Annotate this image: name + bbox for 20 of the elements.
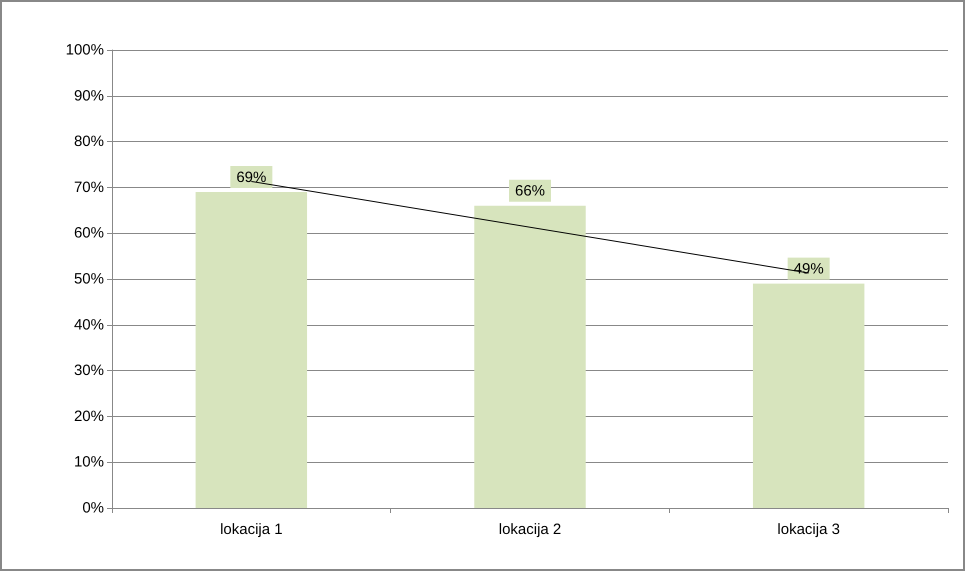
data-label: 66% [514, 182, 546, 200]
y-tick-label: 100% [66, 42, 104, 58]
y-tick-label: 10% [74, 454, 104, 471]
y-tick-label: 0% [82, 500, 104, 516]
data-label: 69% [236, 168, 266, 186]
y-tick-label: 60% [74, 224, 104, 242]
y-tick-label: 70% [74, 178, 104, 196]
y-tick-label: 80% [74, 133, 104, 150]
bar [196, 192, 308, 508]
bar [474, 206, 586, 508]
y-tick-label: 90% [74, 87, 104, 104]
y-tick-label: 30% [74, 362, 104, 380]
y-tick-label: 50% [74, 270, 104, 288]
x-tick-label: lokacija 2 [498, 521, 562, 538]
y-tick-label: 40% [74, 316, 104, 334]
x-tick-label: lokacija 1 [220, 521, 283, 538]
x-tick-label: lokacija 3 [777, 521, 840, 538]
data-label: 49% [794, 260, 824, 278]
y-tick-label: 20% [74, 408, 104, 425]
bar [752, 284, 864, 508]
